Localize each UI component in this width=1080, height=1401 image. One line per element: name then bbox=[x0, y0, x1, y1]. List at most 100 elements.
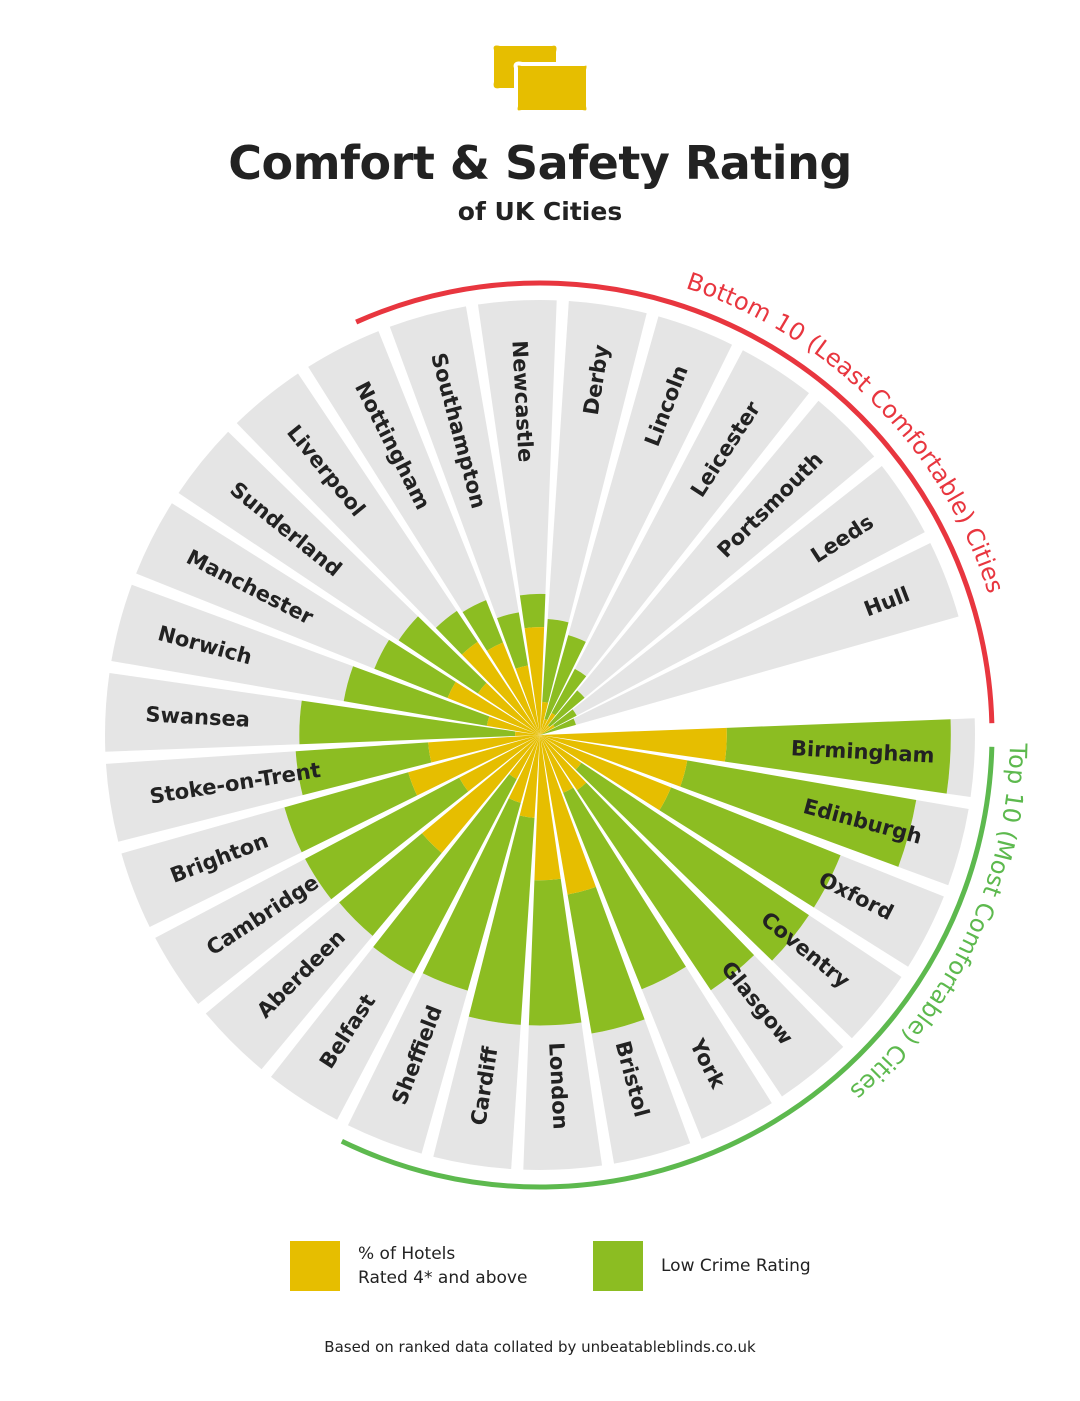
bar-hotels-sunderland bbox=[477, 682, 540, 735]
bar-crime-coventry bbox=[575, 762, 809, 961]
bar-birmingham: Birmingham bbox=[540, 718, 975, 798]
bar-hotels-birmingham bbox=[540, 727, 727, 762]
bar-swansea: Swansea bbox=[104, 672, 540, 752]
bar-oxford: Oxford bbox=[540, 735, 944, 967]
page-title: Comfort & Safety Rating bbox=[228, 136, 852, 190]
bar-leeds: Leeds bbox=[540, 465, 925, 735]
source-note: Based on ranked data collated by unbeata… bbox=[324, 1338, 756, 1356]
bar-crime-newcastle bbox=[519, 593, 546, 629]
bar-hotels-lincoln bbox=[540, 719, 548, 735]
bar-track-leicester bbox=[574, 350, 810, 677]
bar-crime-london bbox=[528, 878, 582, 1026]
bar-crime-swansea bbox=[299, 700, 516, 745]
bar-crime-leeds bbox=[553, 709, 577, 728]
bar-track-swansea bbox=[104, 672, 302, 752]
bar-crime-birmingham bbox=[724, 719, 951, 794]
bar-hotels-stoke-on-trent bbox=[428, 735, 540, 763]
bar-crime-lincoln bbox=[544, 635, 586, 721]
bar-track-glasgow bbox=[710, 955, 844, 1097]
bar-hotels-cardiff bbox=[519, 735, 540, 818]
bar-track-brighton bbox=[121, 807, 302, 928]
bar-hotels-derby bbox=[540, 701, 549, 735]
label-london: London bbox=[544, 1042, 573, 1130]
bar-crime-brighton bbox=[284, 772, 418, 853]
bar-london: London bbox=[523, 735, 603, 1170]
bar-crime-bristol bbox=[567, 886, 645, 1034]
bar-track-edinburgh bbox=[898, 799, 969, 886]
bar-hotels-york bbox=[540, 735, 574, 793]
bar-crime-belfast bbox=[373, 774, 517, 974]
label-swansea: Swansea bbox=[145, 702, 251, 731]
bar-crime-cardiff bbox=[468, 815, 535, 1025]
bar-hotels-coventry bbox=[540, 735, 582, 770]
bar-hotels-belfast bbox=[509, 735, 540, 780]
bar-nottingham: Nottingham bbox=[308, 331, 540, 735]
bar-hotels-newcastle bbox=[524, 627, 545, 735]
bar-track-york bbox=[641, 966, 772, 1139]
bar-crime-leicester bbox=[551, 668, 587, 716]
bar-newcastle: Newcastle bbox=[477, 300, 557, 735]
bar-crime-cambridge bbox=[305, 777, 469, 900]
bar-track-manchester bbox=[136, 503, 389, 669]
legend-item-crime: Low Crime Rating bbox=[593, 1240, 811, 1292]
bar-track-liverpool bbox=[236, 373, 457, 628]
legend-swatch-hotels bbox=[290, 1241, 340, 1291]
bar-hotels-norwich bbox=[486, 716, 540, 735]
bar-hotels-swansea bbox=[515, 731, 540, 736]
bar-crime-sheffield bbox=[422, 798, 521, 991]
bar-glasgow: Glasgow bbox=[540, 735, 844, 1097]
bar-track-derby bbox=[547, 300, 647, 623]
bar-crime-sunderland bbox=[398, 616, 487, 694]
bar-crime-nottingham bbox=[462, 600, 504, 651]
bar-crime-southampton bbox=[497, 612, 528, 669]
bar-track-cardiff bbox=[433, 1016, 521, 1170]
top-10-arc bbox=[340, 746, 995, 1190]
bar-hotels-london bbox=[534, 735, 561, 881]
bar-hotels-brighton bbox=[408, 735, 540, 796]
bar-track-hull bbox=[573, 542, 959, 725]
page-subtitle: of UK Cities bbox=[457, 197, 623, 226]
bar-crime-stoke-on-trent bbox=[295, 742, 432, 796]
bar-crime-norwich bbox=[343, 666, 490, 726]
bar-hotels-cambridge bbox=[459, 735, 540, 792]
bar-crime-edinburgh bbox=[680, 760, 917, 867]
legend-swatch-crime bbox=[593, 1241, 643, 1291]
legend-item-hotels: % of Hotels Rated 4* and above bbox=[290, 1240, 527, 1292]
bar-lincoln: Lincoln bbox=[540, 316, 733, 735]
bar-cardiff: Cardiff bbox=[433, 735, 540, 1170]
bar-hotels-aberdeen bbox=[422, 735, 540, 853]
bar-hotels-leicester bbox=[540, 712, 556, 735]
bar-crime-oxford bbox=[659, 787, 841, 908]
bottom-10-arc bbox=[355, 280, 995, 724]
bar-coventry: Coventry bbox=[540, 735, 902, 1039]
bar-liverpool: Liverpool bbox=[236, 373, 540, 735]
bar-bristol: Bristol bbox=[540, 735, 691, 1164]
bar-hotels-nottingham bbox=[486, 642, 540, 735]
bar-track-belfast bbox=[270, 946, 415, 1120]
bar-york: York bbox=[540, 735, 772, 1139]
bar-hotels-southampton bbox=[515, 665, 540, 735]
bar-hotels-portsmouth bbox=[540, 725, 550, 735]
bar-hotels-oxford bbox=[540, 735, 672, 811]
bar-hotels-sheffield bbox=[508, 735, 540, 803]
bar-crime-liverpool bbox=[435, 610, 478, 655]
legend-label-crime: Low Crime Rating bbox=[661, 1256, 811, 1276]
bar-track-portsmouth bbox=[577, 400, 875, 698]
bar-hull: Hull bbox=[540, 542, 959, 735]
bar-track-cambridge bbox=[155, 858, 332, 1005]
bar-track-nottingham bbox=[308, 331, 487, 613]
bar-track-oxford bbox=[813, 855, 944, 967]
bar-track-newcastle bbox=[477, 300, 557, 596]
bar-track-aberdeen bbox=[205, 902, 373, 1070]
bar-crime-aberdeen bbox=[339, 833, 442, 936]
bar-hotels-bristol bbox=[540, 735, 596, 895]
bar-crime-portsmouth bbox=[547, 690, 585, 728]
bar-crime-manchester bbox=[374, 639, 456, 699]
bar-track-lincoln bbox=[568, 316, 733, 642]
bar-track-norwich bbox=[111, 584, 354, 702]
bar-hotels-manchester bbox=[447, 681, 540, 735]
radial-chart: BirminghamEdinburghOxfordCoventryGlasgow… bbox=[104, 267, 1032, 1190]
bar-track-birmingham bbox=[946, 718, 975, 798]
bar-crime-york bbox=[563, 787, 686, 990]
bar-track-bristol bbox=[591, 1019, 691, 1164]
